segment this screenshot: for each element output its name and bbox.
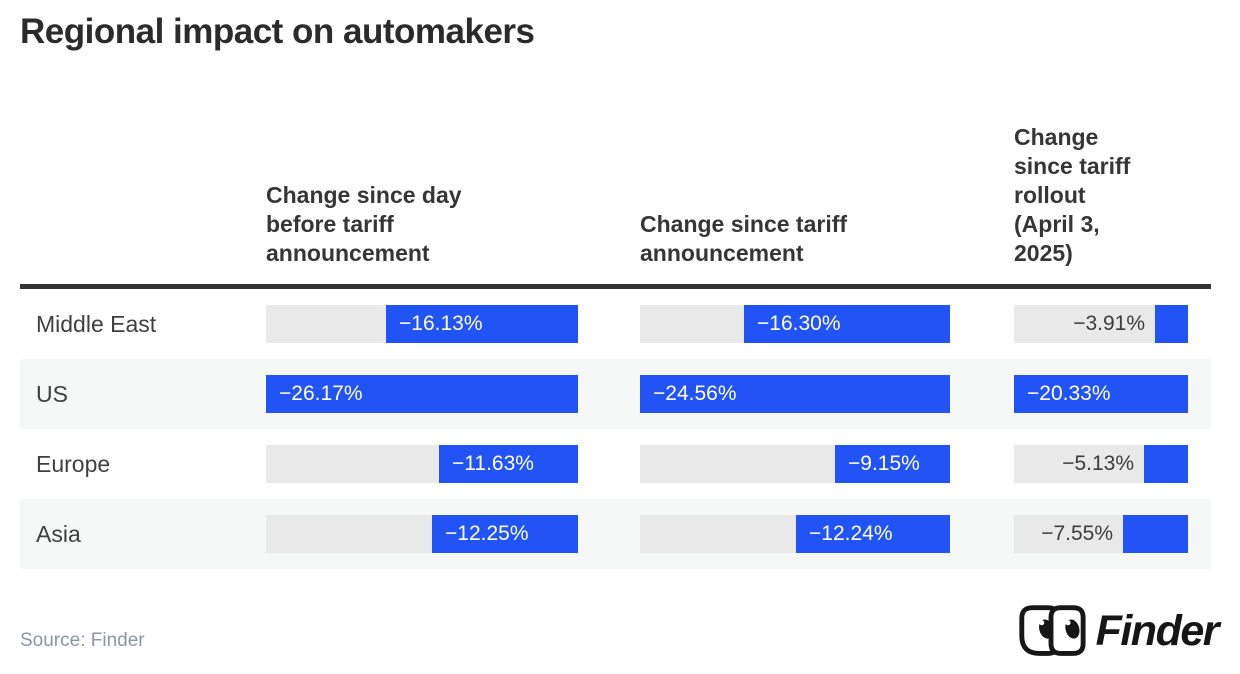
bar-fill: −20.33% [1014, 375, 1188, 413]
bar-value-label: −20.33% [1027, 382, 1111, 405]
bar-fill: −5.13% [1144, 445, 1188, 483]
bar-fill: −7.55% [1123, 515, 1188, 553]
bar-fill: −26.17% [266, 375, 578, 413]
table-row-europe: Europe −11.63% −11.63% −9.15% −9.15% −5.… [20, 429, 1211, 499]
row-label-middle-east: Middle East [36, 311, 157, 337]
bar-track: −12.25% −12.25% [266, 515, 578, 553]
header-rule [20, 284, 1211, 289]
bar-cell: −26.17% −26.17% [266, 375, 578, 413]
bar-track: −16.30% −16.30% [640, 305, 950, 343]
finder-logo-mark [1018, 605, 1086, 656]
bar-fill: −12.24% [796, 515, 950, 553]
bar-cell: −24.56% −24.56% [640, 375, 950, 413]
row-label-asia: Asia [36, 521, 81, 547]
column-headers: Change since day before tariff announcem… [20, 100, 1211, 272]
bar-cell: −5.13% −5.13% [1014, 445, 1188, 483]
table-row-middle-east: Middle East −16.13% −16.13% −16.30% −16.… [20, 289, 1211, 359]
column-header-since-rollout: Change since tariff rollout (April 3, 20… [1014, 124, 1131, 266]
bar-fill: −16.30% [744, 305, 950, 343]
bar-fill: −9.15% [835, 445, 950, 483]
bar-value-label: −12.25% [445, 522, 529, 545]
bar-track: −11.63% −11.63% [266, 445, 578, 483]
table-row-us: US −26.17% −26.17% −24.56% −24.56% −20.3… [20, 359, 1211, 429]
row-label-europe: Europe [36, 451, 111, 477]
finder-logo: Finder [1014, 602, 1220, 660]
bar-track: −16.13% −16.13% [266, 305, 578, 343]
table-row-asia: Asia −12.25% −12.25% −12.24% −12.24% −7.… [20, 499, 1211, 569]
bar-value-label: −24.56% [653, 382, 737, 405]
bar-value-label: −16.30% [757, 312, 841, 335]
bar-track: −26.17% −26.17% [266, 375, 578, 413]
bar-track: −3.91% −3.91% [1014, 305, 1188, 343]
column-header-day-before: Change since day before tariff announcem… [266, 182, 462, 266]
bar-cell: −7.55% −7.55% [1014, 515, 1188, 553]
bar-track: −5.13% −5.13% [1014, 445, 1188, 483]
bar-cell: −12.25% −12.25% [266, 515, 578, 553]
bar-cell: −3.91% −3.91% [1014, 305, 1188, 343]
bar-value-label: −26.17% [279, 382, 363, 405]
bar-track: −20.33% −20.33% [1014, 375, 1188, 413]
row-label-us: US [36, 381, 68, 407]
bar-value-label: −9.15% [848, 452, 920, 475]
bar-fill: −11.63% [439, 445, 578, 483]
bar-cell: −9.15% −9.15% [640, 445, 950, 483]
column-header-since-announcement: Change since tariff announcement [640, 211, 848, 266]
bar-value-label: −3.91% [1073, 312, 1145, 335]
bar-cell: −11.63% −11.63% [266, 445, 578, 483]
bar-value-label: −7.55% [1041, 522, 1113, 545]
bar-value-label: −16.13% [399, 312, 483, 335]
bar-fill: −24.56% [640, 375, 950, 413]
bar-value-label: −11.63% [452, 452, 534, 475]
bar-track: −9.15% −9.15% [640, 445, 950, 483]
bar-track: −7.55% −7.55% [1014, 515, 1188, 553]
bar-fill: −12.25% [432, 515, 578, 553]
bar-track: −24.56% −24.56% [640, 375, 950, 413]
chart-title: Regional impact on automakers [20, 12, 535, 51]
bar-value-label: −12.24% [809, 522, 893, 545]
bar-fill: −16.13% [386, 305, 578, 343]
bar-track: −12.24% −12.24% [640, 515, 950, 553]
finder-logo-text: Finder [1095, 606, 1220, 655]
bar-cell: −20.33% −20.33% [1014, 375, 1188, 413]
bar-cell: −16.30% −16.30% [640, 305, 950, 343]
bar-cell: −12.24% −12.24% [640, 515, 950, 553]
bar-value-label: −5.13% [1062, 452, 1134, 475]
bar-fill: −3.91% [1155, 305, 1188, 343]
bar-table: Middle East −16.13% −16.13% −16.30% −16.… [20, 289, 1211, 569]
source-label: Source: Finder [20, 630, 145, 651]
bar-cell: −16.13% −16.13% [266, 305, 578, 343]
